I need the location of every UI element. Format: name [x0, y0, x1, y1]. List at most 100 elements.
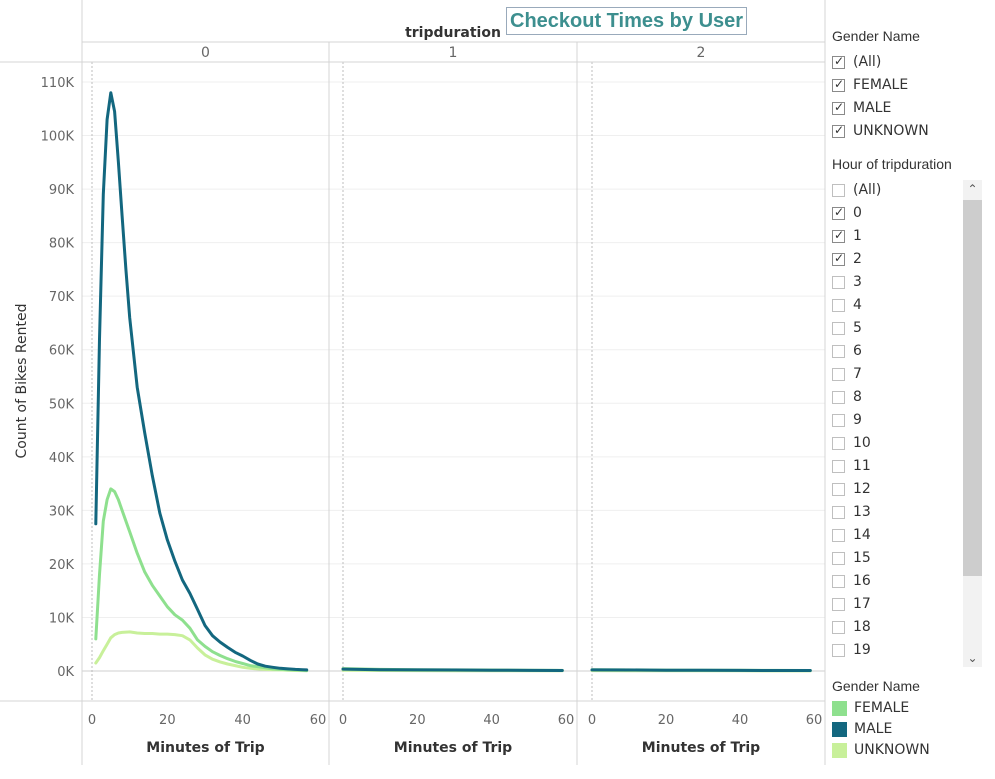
legend-title: Gender Name: [832, 678, 920, 694]
checkbox-unchecked-icon[interactable]: [832, 505, 845, 519]
checkbox-checked-icon[interactable]: [832, 205, 845, 220]
hour-filter-item[interactable]: 13: [832, 502, 871, 522]
checkbox-checked-icon[interactable]: [832, 123, 845, 138]
x-axis-title: Minutes of Trip: [146, 740, 264, 756]
hour-filter-item[interactable]: 14: [832, 525, 871, 545]
legend-swatch: [832, 700, 847, 716]
line-layer: [94, 91, 812, 673]
hour-filter-item-label: 5: [853, 320, 862, 336]
checkbox-checked-icon[interactable]: [832, 100, 845, 115]
x-tick-label: 0: [339, 713, 347, 728]
checkbox-unchecked-icon[interactable]: [832, 436, 845, 450]
hour-filter-item[interactable]: 19: [832, 640, 871, 660]
checkbox-unchecked-icon[interactable]: [832, 390, 845, 404]
checkbox-unchecked-icon[interactable]: [832, 459, 845, 473]
hour-filter-item[interactable]: 3: [832, 272, 862, 292]
y-axis-title: Count of Bikes Rented: [14, 303, 30, 458]
checkbox-unchecked-icon[interactable]: [832, 183, 845, 197]
scroll-down-icon[interactable]: ⌄: [967, 651, 978, 665]
hour-filter-item-label: 11: [853, 458, 871, 474]
checkbox-unchecked-icon[interactable]: [832, 275, 845, 289]
hour-filter-item[interactable]: (All): [832, 180, 881, 200]
gender-filter-item-label: UNKNOWN: [853, 123, 929, 139]
checkbox-unchecked-icon[interactable]: [832, 551, 845, 565]
gender-filter-item[interactable]: (All): [832, 52, 881, 72]
hour-filter-item-label: 6: [853, 343, 862, 359]
hour-filter-item-label: 7: [853, 366, 862, 382]
hour-filter-item[interactable]: 5: [832, 318, 862, 338]
y-tick-label: 50K: [49, 397, 75, 412]
legend-item-label: UNKNOWN: [854, 742, 930, 758]
checkbox-unchecked-icon[interactable]: [832, 528, 845, 542]
legend-item[interactable]: UNKNOWN: [832, 740, 930, 760]
hour-filter-item-label: 18: [853, 619, 871, 635]
hour-filter-item[interactable]: 10: [832, 433, 871, 453]
gender-filter-item-label: (All): [853, 54, 882, 70]
legend-swatch: [832, 721, 847, 737]
checkbox-checked-icon[interactable]: [832, 228, 845, 243]
x-tick-label: 60: [558, 713, 575, 728]
checkbox-unchecked-icon[interactable]: [832, 482, 845, 496]
hour-filter-item[interactable]: 7: [832, 364, 862, 384]
checkbox-unchecked-icon[interactable]: [832, 298, 845, 312]
hour-filter-item-label: 9: [853, 412, 862, 428]
checkbox-unchecked-icon[interactable]: [832, 367, 845, 381]
hour-filter-title: Hour of tripduration: [832, 156, 952, 172]
y-tick-label: 20K: [49, 558, 75, 573]
hour-filter-item[interactable]: 12: [832, 479, 871, 499]
facet-panel-label: 0: [201, 45, 210, 61]
hour-filter-item[interactable]: 9: [832, 410, 862, 430]
hour-filter-item-label: 4: [853, 297, 862, 313]
checkbox-unchecked-icon[interactable]: [832, 597, 845, 611]
hour-filter-item[interactable]: 16: [832, 571, 871, 591]
checkbox-unchecked-icon[interactable]: [832, 344, 845, 358]
gender-filter-item[interactable]: FEMALE: [832, 75, 908, 95]
y-tick-label: 80K: [49, 237, 75, 252]
x-tick-label: 20: [409, 713, 426, 728]
hour-filter-item[interactable]: 11: [832, 456, 871, 476]
legend-item[interactable]: FEMALE: [832, 698, 909, 718]
facet-panel-label: 1: [449, 45, 458, 61]
hour-filter-item[interactable]: 8: [832, 387, 862, 407]
checkbox-checked-icon[interactable]: [832, 77, 845, 92]
hour-filter-item[interactable]: 4: [832, 295, 862, 315]
gender-filter-item[interactable]: MALE: [832, 98, 891, 118]
checkbox-unchecked-icon[interactable]: [832, 321, 845, 335]
x-axis-title: Minutes of Trip: [642, 740, 760, 756]
frame-layer: [0, 0, 826, 765]
hour-filter-item-label: 1: [853, 228, 862, 244]
hour-filter-item[interactable]: 17: [832, 594, 871, 614]
hour-filter-item[interactable]: 18: [832, 617, 871, 637]
checkbox-unchecked-icon[interactable]: [832, 413, 845, 427]
hour-filter-item-label: 17: [853, 596, 871, 612]
hour-filter-item-label: 14: [853, 527, 871, 543]
hour-filter-scrollbar[interactable]: ⌃ ⌄: [963, 180, 982, 667]
gender-filter-item-label: MALE: [853, 100, 892, 116]
hour-filter-item[interactable]: 0: [832, 203, 862, 223]
gender-filter-title: Gender Name: [832, 28, 920, 44]
hour-filter-item-label: 2: [853, 251, 862, 267]
scroll-thumb[interactable]: [963, 200, 982, 576]
legend-item[interactable]: MALE: [832, 719, 892, 739]
y-tick-label: 10K: [49, 611, 75, 626]
y-tick-label: 110K: [41, 76, 75, 91]
scroll-up-icon[interactable]: ⌃: [967, 182, 978, 196]
x-axis-title: Minutes of Trip: [394, 740, 512, 756]
hour-filter-item-label: 8: [853, 389, 862, 405]
hour-filter-item[interactable]: 1: [832, 226, 862, 246]
checkbox-checked-icon[interactable]: [832, 54, 845, 69]
checkbox-unchecked-icon[interactable]: [832, 574, 845, 588]
hour-filter-item[interactable]: 15: [832, 548, 871, 568]
series-line-unknown-panel-0: [94, 630, 309, 673]
hour-filter-list: (All)012345678910111213141516171819: [832, 180, 962, 667]
hour-filter-item[interactable]: 2: [832, 249, 862, 269]
x-tick-label: 40: [732, 713, 749, 728]
hour-filter-item-label: 16: [853, 573, 871, 589]
hour-filter-item[interactable]: 6: [832, 341, 862, 361]
gender-filter-item[interactable]: UNKNOWN: [832, 121, 929, 141]
checkbox-unchecked-icon[interactable]: [832, 620, 845, 634]
checkbox-unchecked-icon[interactable]: [832, 643, 845, 657]
checkbox-checked-icon[interactable]: [832, 251, 845, 266]
